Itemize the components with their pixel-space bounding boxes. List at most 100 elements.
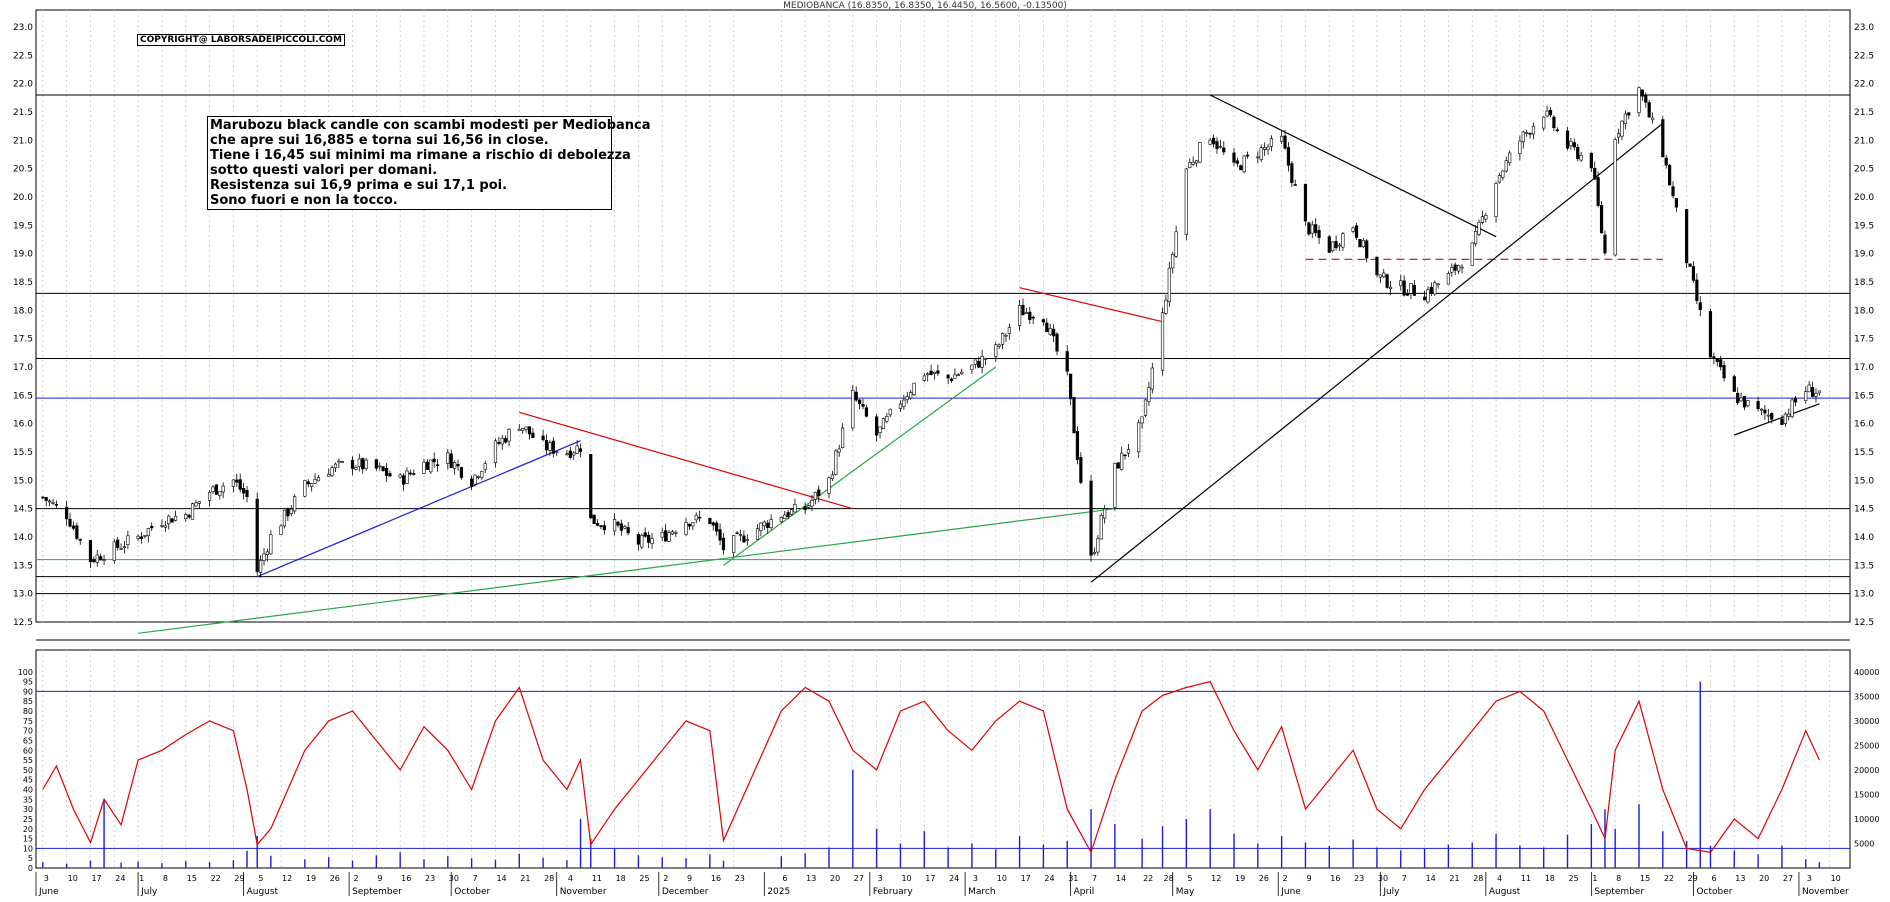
price-tick-label-left: 21.0 xyxy=(13,136,33,146)
candle-body xyxy=(1477,222,1481,235)
x-day-tick-label: 16 xyxy=(1330,874,1340,883)
price-tick-label-right: 20.0 xyxy=(1854,193,1874,203)
candle-body xyxy=(1194,160,1199,164)
candle-body xyxy=(1191,161,1195,165)
candle-body xyxy=(1358,238,1362,248)
x-day-tick-label: 22 xyxy=(211,874,221,883)
candle-body xyxy=(146,528,150,537)
candle-body xyxy=(1787,413,1791,417)
candle-body xyxy=(694,514,698,521)
candle-body xyxy=(282,509,287,527)
candle-body xyxy=(374,459,378,469)
candle-body xyxy=(310,483,314,487)
candle-body xyxy=(599,525,603,527)
candle-body xyxy=(1235,160,1239,164)
price-tick-label-right: 19.5 xyxy=(1854,221,1874,231)
x-day-tick-label: 8 xyxy=(1616,874,1621,883)
candle-body xyxy=(327,473,331,477)
candle-body xyxy=(1351,227,1355,232)
candle-body xyxy=(1627,112,1631,116)
candle-body xyxy=(997,344,1001,347)
candle-body xyxy=(544,440,549,451)
candle-body xyxy=(1303,183,1308,222)
candle-body xyxy=(378,465,382,468)
price-tick-label-right: 15.0 xyxy=(1854,476,1874,486)
candle-body xyxy=(664,530,668,542)
candle-body xyxy=(738,533,743,536)
candle-body xyxy=(1736,393,1740,403)
candle-body xyxy=(432,458,436,463)
x-day-tick-label: 24 xyxy=(1044,874,1054,883)
x-month-label: May xyxy=(1176,887,1195,897)
x-day-tick-label: 19 xyxy=(1235,874,1245,883)
volume-tick-label: 10000 xyxy=(1854,815,1879,824)
candle-body xyxy=(1293,184,1297,186)
candle-body xyxy=(194,502,198,507)
x-day-tick-label: 14 xyxy=(496,874,506,883)
oscillator-line xyxy=(42,680,1820,854)
candle-body xyxy=(1793,398,1798,403)
candle-body xyxy=(1283,135,1287,149)
oscillator-tick-label: 75 xyxy=(23,717,33,726)
candle-body xyxy=(1651,117,1655,121)
candle-body xyxy=(1140,416,1144,424)
candle-body xyxy=(555,451,559,454)
candle-body xyxy=(531,432,535,438)
x-day-tick-label: 18 xyxy=(616,874,626,883)
x-month-label: 2025 xyxy=(767,887,790,897)
price-tick-label-right: 17.5 xyxy=(1854,335,1874,345)
candle-body xyxy=(1409,283,1413,294)
candle-body xyxy=(759,522,763,531)
chart-title: MEDIOBANCA (16.8350, 16.8350, 16.4450, 1… xyxy=(783,1,1067,11)
candle-body xyxy=(167,515,171,525)
price-tick-label-left: 21.5 xyxy=(13,108,33,118)
candle-body xyxy=(1766,414,1770,417)
candle-body xyxy=(779,516,783,522)
x-day-tick-label: 31 xyxy=(1068,874,1078,883)
price-tick-label-left: 22.0 xyxy=(13,80,33,90)
candle-body xyxy=(190,503,195,520)
candle-body xyxy=(1518,140,1522,154)
candle-body xyxy=(316,477,321,482)
candle-body xyxy=(231,479,235,487)
candle-body xyxy=(504,437,508,443)
candle-body xyxy=(412,473,416,475)
candle-body xyxy=(623,526,627,529)
candle-body xyxy=(742,535,746,543)
x-day-tick-label: 23 xyxy=(735,874,745,883)
candle-body xyxy=(841,427,845,448)
x-month-label: February xyxy=(873,887,914,897)
candle-body xyxy=(357,458,361,467)
x-day-tick-label: 21 xyxy=(520,874,530,883)
candle-body xyxy=(1246,154,1250,157)
x-month-label: June xyxy=(1280,887,1301,897)
price-tick-label-left: 13.0 xyxy=(13,590,33,600)
candle-body xyxy=(1668,164,1672,186)
price-tick-label-left: 22.5 xyxy=(13,51,33,61)
candle-body xyxy=(715,522,719,532)
x-day-tick-label: 6 xyxy=(782,874,787,883)
x-day-tick-label: 30 xyxy=(449,874,459,883)
candle-body xyxy=(1548,109,1553,116)
candle-body xyxy=(1565,130,1570,149)
copyright-label: COPYRIGHT@ LABORSADEIPICCOLI.COM xyxy=(137,34,345,46)
trend-line xyxy=(138,508,1115,634)
x-month-label: September xyxy=(352,887,402,897)
candle-body xyxy=(909,392,913,399)
candle-body xyxy=(687,523,692,527)
x-day-tick-label: 8 xyxy=(163,874,168,883)
candle-body xyxy=(388,473,392,477)
x-day-tick-label: 5 xyxy=(1187,874,1192,883)
candle-body xyxy=(1742,395,1747,408)
x-month-label: June xyxy=(38,887,59,897)
candle-body xyxy=(1021,305,1025,316)
candle-body xyxy=(718,529,722,541)
candle-body xyxy=(1695,279,1699,301)
candle-body xyxy=(1089,480,1093,556)
candle-body xyxy=(858,399,862,405)
candle-body xyxy=(1623,113,1627,125)
oscillator-tick-label: 85 xyxy=(23,697,33,706)
trend-line xyxy=(1209,94,1497,238)
candle-body xyxy=(1756,401,1760,410)
indicator-panel-frame xyxy=(35,649,1851,869)
